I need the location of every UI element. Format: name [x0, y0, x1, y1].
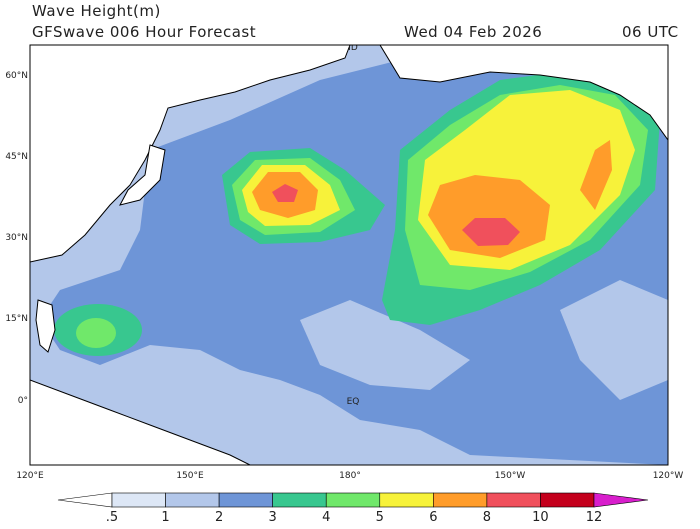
lon-label: 120°E	[16, 471, 44, 481]
colorbar-label: 10	[532, 510, 549, 525]
asia	[30, 45, 351, 263]
lon-label: 150°W	[495, 471, 526, 481]
lat-label: 45°N	[5, 152, 28, 162]
colorbar-label: 6	[429, 510, 437, 525]
title: Wave Height(m)	[32, 2, 161, 20]
map-frame	[29, 44, 669, 466]
philippines	[35, 299, 56, 353]
lat-label: 0°	[18, 396, 28, 406]
wave-1-2	[300, 300, 470, 390]
dateline-label: ID	[348, 43, 358, 53]
colorbar-segment	[540, 492, 595, 508]
colorbar-label: 4	[322, 510, 330, 525]
wave-6-8	[428, 175, 550, 258]
colorbar-high	[593, 492, 649, 508]
lon-label: 120°W	[653, 471, 684, 481]
map: EQ ID	[30, 43, 668, 465]
lat-label: 15°N	[5, 314, 28, 324]
axis-labels: 60°N 45°N 30°N 15°N 0° 120°E 150°E 180° 150°W 120…	[5, 71, 683, 481]
lon-label: 150°E	[176, 471, 204, 481]
colorbar-label: 8	[483, 510, 491, 525]
date: Wed 04 Feb 2026	[404, 23, 542, 41]
lat-label: 60°N	[5, 71, 28, 81]
colorbar-label: 3	[269, 510, 277, 525]
time: 06 UTC	[622, 23, 679, 41]
colorbar-segment	[379, 492, 434, 508]
colorbar-label: 1	[161, 510, 169, 525]
colorbar: .5 1 2 3 4 5 6 8 10 12	[57, 492, 649, 525]
colorbar-segment	[218, 492, 273, 508]
wave-6-8	[580, 140, 612, 210]
model: GFSwave 006 Hour Forecast	[32, 23, 256, 41]
japan	[119, 144, 166, 206]
colorbar-label: 2	[215, 510, 223, 525]
colorbar-segment	[165, 492, 220, 508]
wave-1-2	[560, 280, 668, 400]
indonesia	[30, 379, 251, 465]
colorbar-label: .5	[106, 510, 118, 525]
colorbar-label: 5	[376, 510, 384, 525]
colorbar-segment	[486, 492, 541, 508]
colorbar-segment	[111, 492, 166, 508]
colorbar-segment	[433, 492, 488, 508]
alaska	[379, 45, 668, 141]
colorbar-segment	[272, 492, 327, 508]
lat-label: 30°N	[5, 233, 28, 243]
colorbar-segment	[325, 492, 381, 508]
lon-label: 180°	[339, 471, 361, 481]
colorbar-low	[57, 492, 113, 508]
wave-8-10	[272, 184, 298, 202]
wave-4-5	[76, 318, 116, 348]
wave-8-10	[462, 218, 520, 246]
colorbar-label: 12	[586, 510, 603, 525]
equator-label: EQ	[347, 397, 360, 407]
